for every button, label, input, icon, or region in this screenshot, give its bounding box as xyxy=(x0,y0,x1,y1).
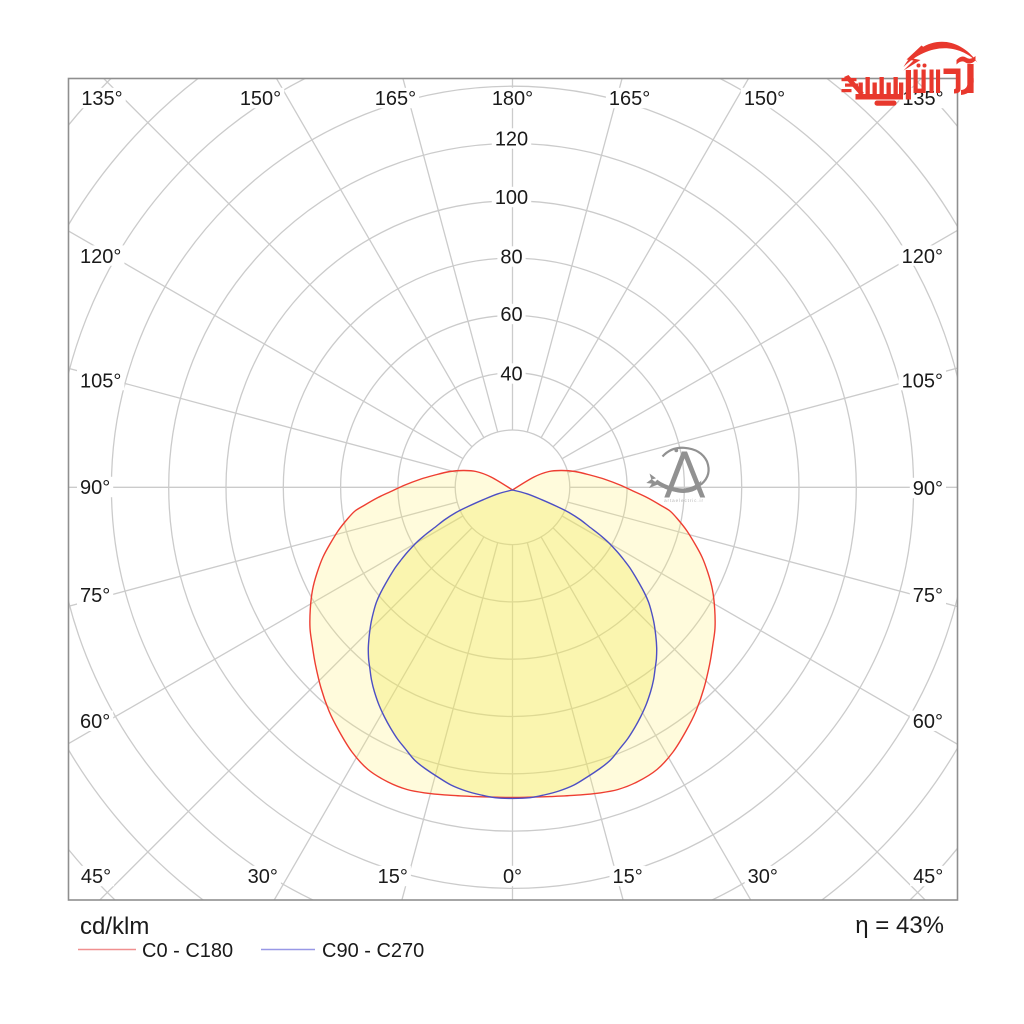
svg-text:90°: 90° xyxy=(913,478,943,500)
svg-text:75°: 75° xyxy=(80,585,110,607)
svg-text:135°: 135° xyxy=(81,88,122,110)
svg-text:150°: 150° xyxy=(240,88,281,110)
svg-text:165°: 165° xyxy=(375,88,416,110)
svg-text:30°: 30° xyxy=(748,866,778,888)
svg-text:165°: 165° xyxy=(609,88,650,110)
svg-text:120°: 120° xyxy=(80,246,121,268)
svg-text:105°: 105° xyxy=(80,370,121,392)
svg-text:135°: 135° xyxy=(902,88,943,110)
svg-text:0°: 0° xyxy=(503,866,522,888)
svg-text:120: 120 xyxy=(495,129,528,151)
svg-text:15°: 15° xyxy=(378,866,408,888)
svg-text:180°: 180° xyxy=(492,88,533,110)
svg-text:75°: 75° xyxy=(913,585,943,607)
svg-text:45°: 45° xyxy=(81,866,111,888)
svg-text:150°: 150° xyxy=(744,88,785,110)
svg-text:cd/klm: cd/klm xyxy=(80,913,149,940)
svg-text:60: 60 xyxy=(500,304,522,326)
svg-text:90°: 90° xyxy=(80,477,110,499)
svg-text:30°: 30° xyxy=(248,866,278,888)
svg-text:artaelectric.ir: artaelectric.ir xyxy=(664,498,704,503)
svg-text:40: 40 xyxy=(500,364,522,386)
svg-text:60°: 60° xyxy=(913,711,943,733)
svg-text:45°: 45° xyxy=(913,866,943,888)
svg-text:C0 - C180: C0 - C180 xyxy=(142,940,233,962)
svg-text:60°: 60° xyxy=(80,711,110,733)
svg-text:80: 80 xyxy=(500,247,522,269)
svg-text:120°: 120° xyxy=(902,246,943,268)
svg-text:15°: 15° xyxy=(612,866,642,888)
svg-text:100: 100 xyxy=(495,187,528,209)
svg-text:105°: 105° xyxy=(902,370,943,392)
svg-text:η = 43%: η = 43% xyxy=(855,912,944,939)
svg-text:C90 - C270: C90 - C270 xyxy=(322,940,424,962)
